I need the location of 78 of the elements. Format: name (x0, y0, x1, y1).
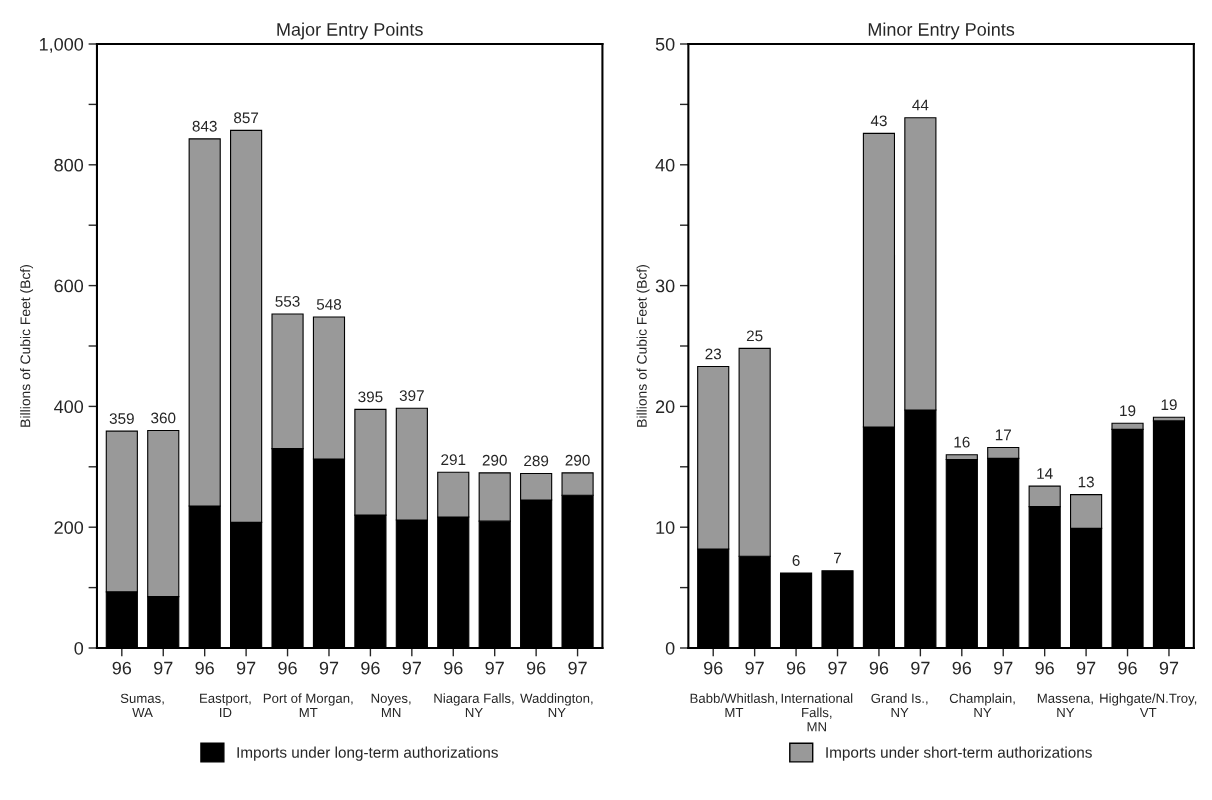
total-label: 290 (482, 454, 507, 466)
x-tick-label: 96 (786, 661, 806, 675)
text: Waddington, NY (520, 693, 593, 718)
y-tick-label: 50 (655, 37, 675, 51)
total-label: 291 (441, 454, 466, 466)
total-label: 397 (399, 390, 424, 402)
y-tick-label: 200 (54, 521, 84, 534)
total-label: 359 (109, 413, 134, 424)
text: Port of Morgan, MT (263, 693, 353, 718)
chart-title: Minor Entry Points (868, 22, 1015, 40)
x-tick-label: 97 (994, 661, 1013, 675)
total-label: 6 (792, 555, 800, 566)
total-label: 19 (1120, 405, 1136, 417)
x-tick-label: 96 (278, 661, 297, 675)
total-label: 7 (834, 552, 841, 564)
y-tick-label: 800 (54, 158, 84, 172)
legend-label: Imports under short-term authorizations (826, 746, 1092, 761)
y-tick-label: 1,000 (39, 37, 84, 53)
total-label: 13 (1078, 476, 1094, 488)
x-tick-label: 97 (568, 661, 587, 675)
x-tick-label: 97 (154, 661, 173, 675)
total-label: 289 (524, 455, 549, 467)
x-tick-label: 97 (1076, 661, 1096, 675)
x-tick-label: 97 (236, 661, 256, 675)
y-tick-label: 0 (665, 641, 675, 655)
text: Massena, NY (1037, 693, 1093, 718)
x-tick-label: 97 (402, 661, 421, 675)
total-label: 17 (995, 429, 1011, 441)
total-label: 548 (316, 299, 342, 310)
x-tick-label: 96 (704, 661, 723, 675)
total-label: 44 (912, 99, 929, 111)
y-tick-label: 30 (655, 279, 675, 293)
total-label: 19 (1161, 399, 1177, 411)
total-label: 553 (275, 295, 300, 307)
text: Champlain, NY (949, 693, 1015, 718)
x-tick-label: 97 (319, 661, 339, 675)
chart-title: Major Entry Points (277, 22, 423, 40)
y-tick-label: 10 (656, 521, 675, 534)
text: Noyes, MN (371, 693, 411, 718)
total-label: 25 (746, 330, 763, 342)
total-label: 16 (954, 436, 970, 448)
x-tick-label: 97 (828, 661, 847, 675)
text: Sumas, WA (120, 693, 164, 718)
total-label: 14 (1037, 468, 1053, 479)
total-label: 290 (565, 454, 590, 466)
text: Niagara Falls, NY (434, 693, 514, 718)
y-tick-label: 0 (74, 641, 84, 655)
total-label: 43 (870, 115, 887, 127)
x-tick-label: 96 (952, 661, 972, 675)
x-tick-label: 97 (911, 661, 930, 675)
y-axis-title: Billions of Cubic Feet (Bcf) (636, 265, 650, 427)
x-tick-label: 96 (1035, 661, 1054, 675)
x-tick-label: 96 (526, 661, 546, 675)
x-tick-label: 96 (1118, 661, 1137, 675)
x-tick-label: 96 (112, 661, 132, 675)
text: International Falls, MN (781, 693, 853, 732)
y-tick-label: 600 (54, 279, 84, 293)
x-tick-label: 96 (195, 661, 214, 675)
x-tick-label: 97 (1159, 661, 1179, 675)
total-label: 23 (705, 348, 722, 360)
y-tick-label: 40 (655, 158, 675, 172)
total-label: 395 (358, 391, 383, 403)
total-label: 843 (192, 120, 217, 132)
y-tick-label: 400 (54, 400, 84, 414)
legend-label: Imports under long-term authorizations (237, 746, 498, 761)
y-tick-label: 20 (655, 400, 675, 414)
x-tick-label: 96 (444, 661, 463, 675)
total-label: 360 (151, 412, 176, 424)
x-tick-label: 96 (869, 661, 889, 675)
x-tick-label: 96 (361, 661, 380, 675)
text: Highgate/N.Troy, VT (1100, 693, 1197, 718)
text: Eastport, ID (200, 693, 251, 718)
text: Grand Is., NY (871, 693, 928, 718)
total-label: 857 (234, 112, 259, 124)
x-tick-label: 97 (745, 661, 764, 675)
x-tick-label: 97 (485, 661, 504, 675)
text: Babb/Whitlash, MT (690, 693, 778, 718)
y-axis-title: Billions of Cubic Feet (Bcf) (20, 265, 34, 427)
